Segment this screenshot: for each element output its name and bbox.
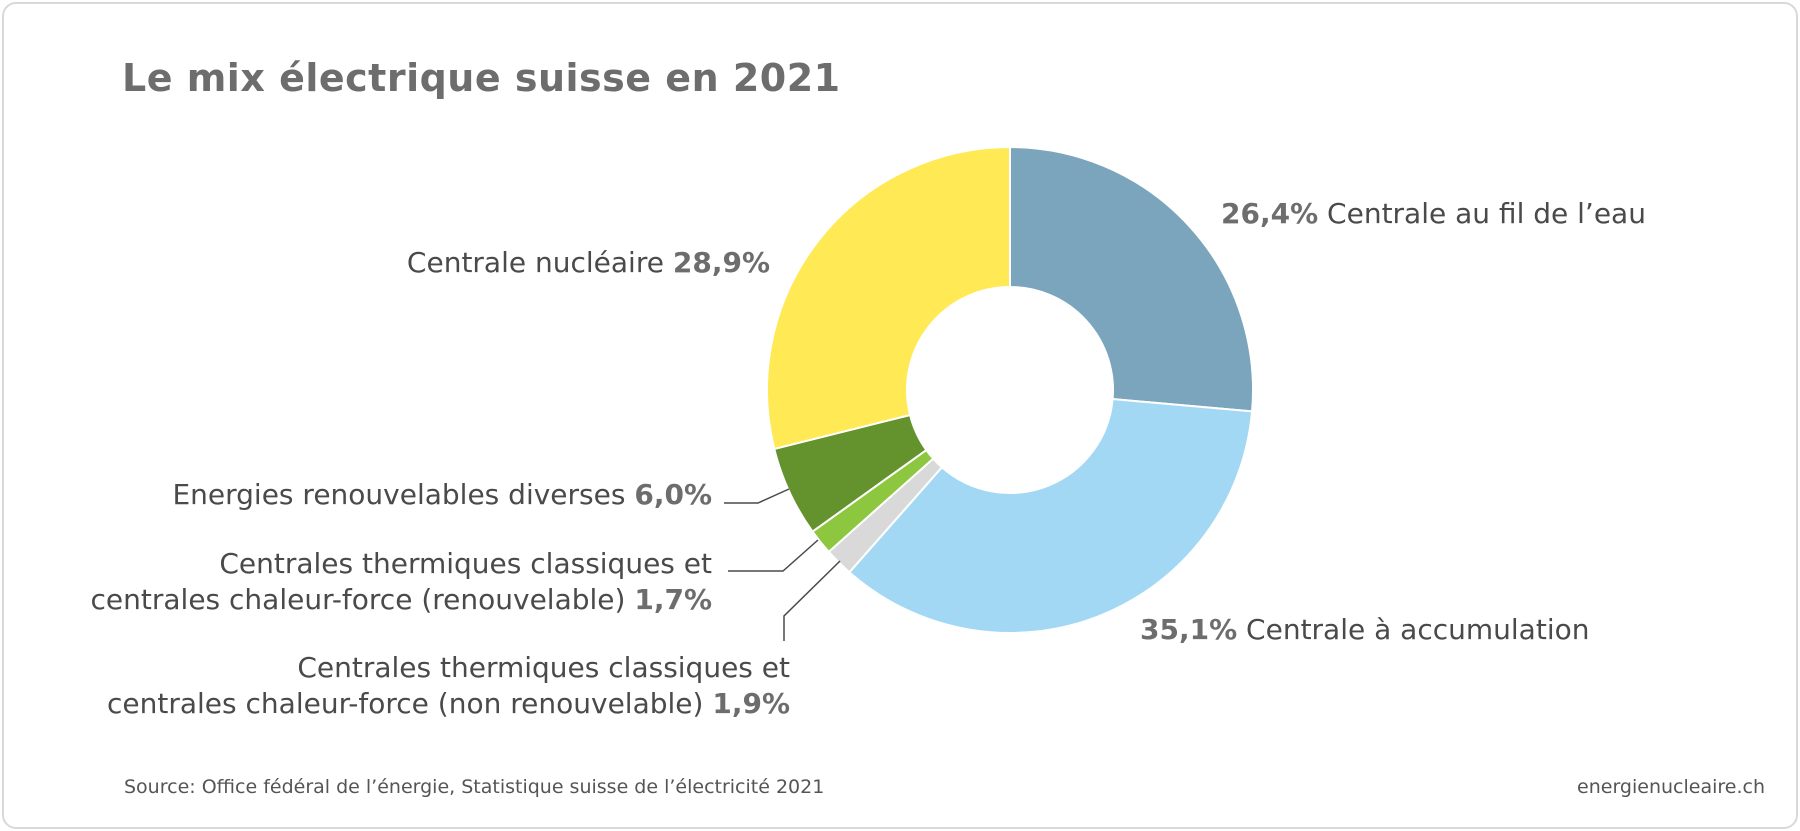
label-thermique-renouvelable-line2-wrap: centrales chaleur-force (renouvelable) 1… xyxy=(91,582,712,618)
label-renouvelables: Energies renouvelables diverses 6,0% xyxy=(172,477,712,513)
label-thermique-non-renouvelable-line1: Centrales thermiques classiques et xyxy=(297,651,790,684)
source-note: Source: Office fédéral de l’énergie, Sta… xyxy=(124,776,825,798)
label-nucleaire: Centrale nucléaire 28,9% xyxy=(407,245,770,281)
leader-line-thermique-renouvelable xyxy=(728,539,819,572)
label-thermique-renouvelable-line2: centrales chaleur-force (renouvelable) xyxy=(90,583,626,616)
website-link[interactable]: energienucleaire.ch xyxy=(1577,776,1765,798)
label-thermique-renouvelable: Centrales thermiques classiques et centr… xyxy=(91,546,712,618)
donut-slice-1 xyxy=(847,397,1254,634)
label-fil-de-leau-value: 26,4% xyxy=(1221,197,1319,230)
label-renouvelables-text: Energies renouvelables diverses xyxy=(172,478,626,511)
leader-line-renouvelables xyxy=(724,488,790,504)
label-renouvelables-value: 6,0% xyxy=(634,478,712,511)
label-nucleaire-text: Centrale nucléaire xyxy=(406,246,664,279)
label-accumulation-text: Centrale à accumulation xyxy=(1246,613,1590,646)
label-fil-de-leau-text: Centrale au fil de l’eau xyxy=(1327,197,1646,230)
label-fil-de-leau: 26,4% Centrale au fil de l’eau xyxy=(1221,196,1646,232)
label-thermique-renouvelable-value: 1,7% xyxy=(634,583,712,616)
donut-slice-5 xyxy=(766,145,1011,451)
label-thermique-renouvelable-line1: Centrales thermiques classiques et xyxy=(219,547,712,580)
chart-title: Le mix électrique suisse en 2021 xyxy=(122,56,841,100)
label-accumulation: 35,1% Centrale à accumulation xyxy=(1140,612,1589,648)
label-thermique-non-renouvelable-line2: centrales chaleur-force (non renouvelabl… xyxy=(107,687,704,720)
label-thermique-non-renouvelable-line2-wrap: centrales chaleur-force (non renouvelabl… xyxy=(107,686,790,722)
leader-line-thermique-non-renouvelable xyxy=(783,560,841,641)
label-nucleaire-value: 28,9% xyxy=(672,246,770,279)
label-thermique-non-renouvelable: Centrales thermiques classiques et centr… xyxy=(107,650,790,722)
label-accumulation-value: 35,1% xyxy=(1140,613,1238,646)
label-thermique-non-renouvelable-value: 1,9% xyxy=(712,687,790,720)
donut-slice-0 xyxy=(1009,145,1254,413)
